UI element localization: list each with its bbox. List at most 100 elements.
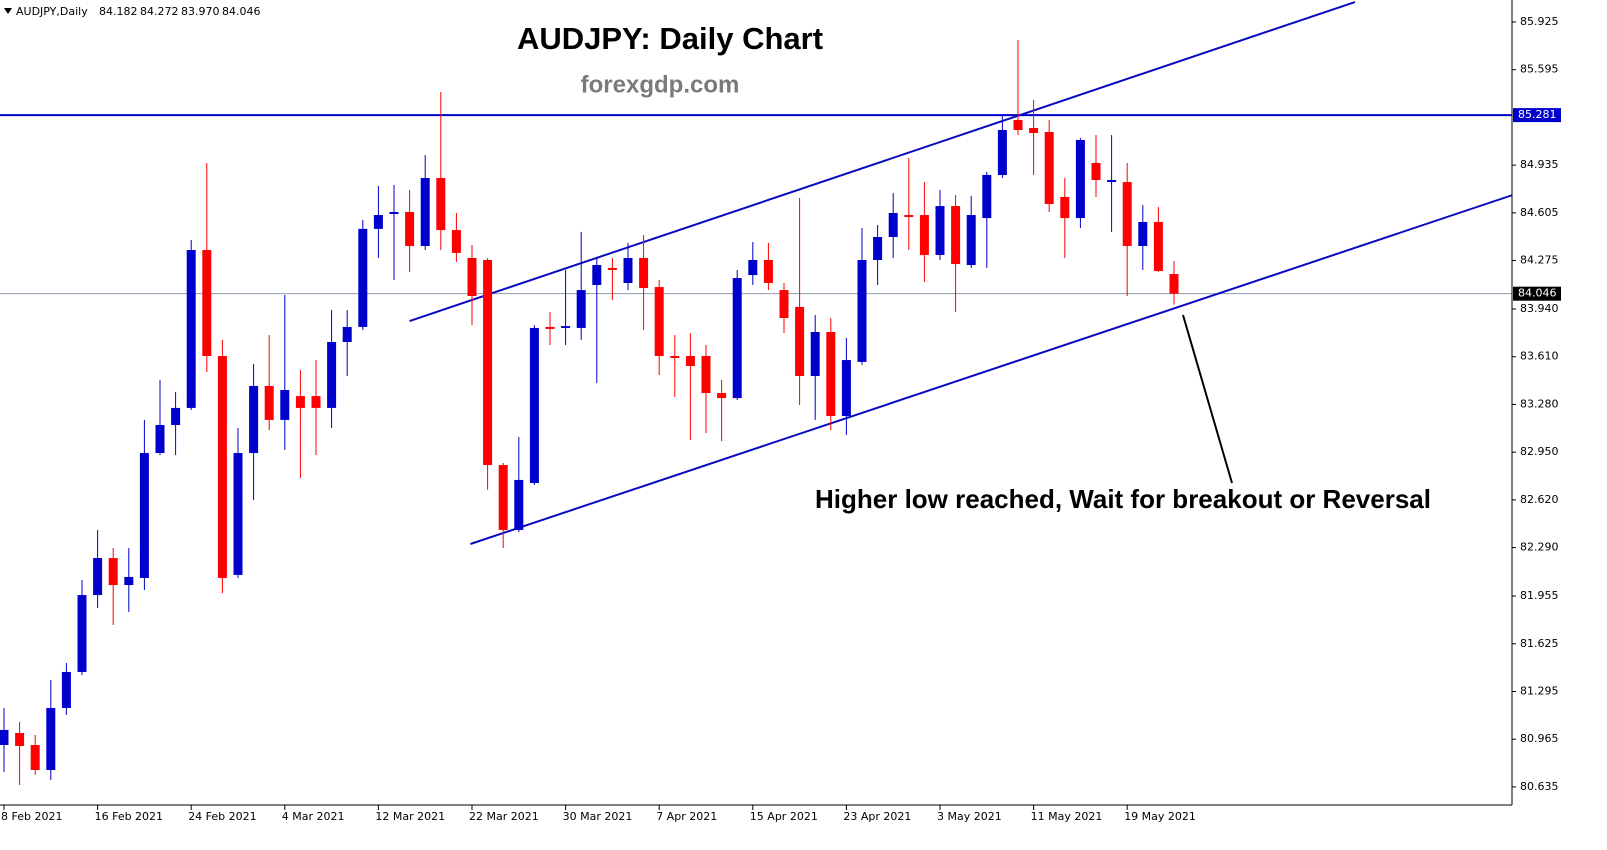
x-tick-label: 23 Apr 2021 (843, 810, 911, 823)
header-arrow (4, 8, 12, 14)
candle-body (389, 211, 399, 215)
x-tick-label: 16 Feb 2021 (95, 810, 163, 823)
candle-body (795, 306, 805, 376)
candle-body (779, 290, 789, 318)
candle-body (529, 327, 539, 483)
candle-body (280, 389, 290, 420)
level-price-box (1513, 108, 1561, 123)
candle-body (951, 206, 961, 265)
candle-body (264, 385, 274, 420)
candle-body (358, 228, 368, 327)
candle-body (420, 178, 430, 246)
candle-body (77, 595, 87, 672)
candle-body (841, 360, 851, 417)
candle-body (93, 558, 103, 596)
x-tick-label: 3 May 2021 (937, 810, 1002, 823)
candle-body (186, 250, 196, 408)
candle-body (1075, 139, 1085, 219)
close-label: 84.046 (222, 5, 261, 18)
candle-body (139, 453, 149, 578)
candle-body (919, 215, 929, 255)
candle-body (935, 206, 945, 255)
candle-body (202, 250, 212, 357)
candle-body (155, 424, 165, 454)
candle-body (233, 453, 243, 575)
y-tick-label: 80.965 (1520, 732, 1559, 745)
trendline (409, 1, 1356, 322)
y-tick-label: 84.605 (1520, 206, 1559, 219)
x-tick-label: 7 Apr 2021 (656, 810, 717, 823)
candle-body (1122, 182, 1132, 246)
candle-body (514, 479, 524, 530)
candle-body (607, 267, 617, 270)
candle-body (1138, 221, 1148, 246)
candle-body (124, 576, 134, 586)
candle-body (561, 326, 571, 328)
y-tick-label: 81.625 (1520, 637, 1559, 650)
y-tick-label: 82.290 (1520, 541, 1559, 554)
candle-body (670, 356, 680, 359)
candle-body (873, 237, 883, 260)
candle-body (1107, 180, 1117, 183)
y-tick-label: 84.935 (1520, 158, 1559, 171)
candle-body (327, 341, 337, 408)
candle-body (1091, 162, 1101, 181)
candle-body (623, 257, 633, 283)
trendline (470, 194, 1512, 545)
candle-body (717, 393, 727, 399)
y-tick-label: 85.925 (1520, 15, 1559, 28)
candle-body (966, 215, 976, 266)
current-price-label: 84.046 (1518, 287, 1557, 300)
candle-body (810, 332, 820, 376)
low-label: 83.970 (181, 5, 220, 18)
annotation: Higher low reached, Wait for breakout or… (815, 484, 1431, 514)
candle-body (1169, 274, 1179, 294)
candle-body (982, 174, 992, 219)
x-tick-label: 30 Mar 2021 (563, 810, 633, 823)
x-tick-label: 11 May 2021 (1031, 810, 1103, 823)
x-tick-label: 8 Feb 2021 (1, 810, 62, 823)
symbol-label: AUDJPY,Daily (16, 5, 88, 18)
candle-body (732, 278, 742, 399)
open-label: 84.182 (99, 5, 138, 18)
candle-body (639, 257, 649, 289)
candle-body (904, 215, 914, 218)
candle-body (405, 211, 415, 246)
candle-body (46, 707, 56, 771)
y-tick-label: 83.940 (1520, 302, 1559, 315)
candle-body (467, 257, 477, 297)
y-tick-label: 82.620 (1520, 493, 1559, 506)
plot-area (0, 1, 1512, 786)
y-tick-label: 80.635 (1520, 780, 1559, 793)
candle-body (15, 732, 25, 747)
candle-body (436, 178, 446, 231)
candle-body (826, 332, 836, 417)
x-tick-label: 12 Mar 2021 (375, 810, 445, 823)
y-tick-label: 83.610 (1520, 350, 1559, 363)
candle-body (997, 129, 1007, 175)
candle-body (701, 356, 711, 394)
candle-body (171, 407, 181, 425)
y-tick-label: 81.955 (1520, 589, 1559, 602)
candle-body (483, 259, 493, 466)
candle-body (295, 396, 305, 408)
x-tick-label: 24 Feb 2021 (188, 810, 256, 823)
candle-body (0, 729, 9, 745)
candle-body (576, 290, 586, 328)
candle-body (498, 465, 508, 530)
candle-body (654, 287, 664, 357)
candle-body (311, 396, 321, 408)
candle-body (888, 212, 898, 238)
candle-body (61, 671, 71, 708)
x-tick-label: 22 Mar 2021 (469, 810, 539, 823)
candle-body (1029, 127, 1039, 134)
candle-body (217, 356, 227, 578)
candle-body (108, 558, 118, 586)
x-tick-label: 19 May 2021 (1124, 810, 1196, 823)
candle-body (685, 356, 695, 366)
high-label: 84.272 (140, 5, 179, 18)
candle-body (1044, 132, 1054, 205)
